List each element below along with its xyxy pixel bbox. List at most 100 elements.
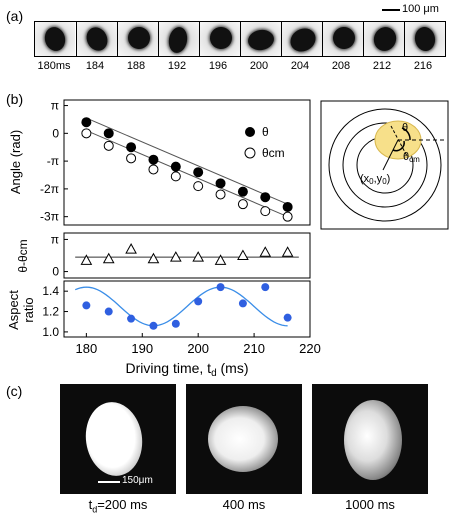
aspect-ratio-plot: 1.4 1.2 1.0 180 190 200 210 220 [42,283,321,356]
legend-marker-theta [245,127,255,137]
x-tick-label: 210 [243,341,265,356]
droplet-frame [240,22,281,56]
x-tick-label: 220 [299,341,321,356]
droplet-frame [158,22,199,56]
time-label: 196 [208,60,228,72]
diagram-theta-label: θ [402,122,408,134]
photo-1000ms [312,384,428,494]
theta-point [126,142,137,153]
caption-1000ms: 1000 ms [345,497,395,512]
fit-line [86,117,288,205]
panel-c-label: (c) [6,383,23,399]
aspect-ratio-point [104,307,113,316]
phase-diff-point [281,246,294,257]
panel-a-label: (a) [6,8,24,24]
aspect-ratio-point [127,314,136,323]
photo-200ms: 150μm [60,384,176,494]
legend-label-theta: θ [262,125,269,139]
theta-cm-point [126,153,137,164]
legend-label-theta-cm: θcm [262,146,285,160]
droplet-geometry-diagram: θ θcm (x0,y0) [320,100,449,230]
panel-b-label: (b) [6,91,24,107]
aspect-ratio-point [194,297,203,306]
theta-point [103,128,114,139]
droplet-frame [117,22,158,56]
caption-200ms: td=200 ms [88,497,148,515]
droplet-bright-spot [208,406,278,472]
phase-diff-point [169,251,182,262]
aspect-ratio-point [238,299,247,308]
aspect-ratio-point [149,321,158,330]
theta-cm-point [282,211,293,222]
phase-diff-point [214,254,227,265]
center-to-droplet-line [382,139,399,171]
phase-diff-point [80,254,93,265]
aspect-ratio-point [82,301,91,310]
droplet-axis-dashed [390,125,408,157]
aspect-axis-label-line2: ratio [21,297,36,322]
time-label: 200 [249,60,269,72]
theta-cm-point [237,199,248,210]
angle-axis-label: Angle (rad) [8,130,23,194]
x-tick-label: 190 [131,341,153,356]
theta-point [193,167,204,178]
time-label: 180ms [37,60,71,72]
phase-diff-point [102,252,115,264]
theta-cm-point [81,128,92,139]
droplet-bright-spot [81,398,147,480]
time-label: 216 [413,60,433,72]
phase-diff-axis-label: θ-θcm [16,239,30,272]
theta-cm-arc-arrow [392,140,405,152]
x-axis-label: Driving time, td (ms) [125,360,248,379]
theta-cm-point [215,189,226,200]
phase-diff-point [237,249,249,260]
phase-diff-point [259,246,272,257]
droplet-frame [363,22,404,56]
time-label-row: 180ms 184 188 192 196 200 204 208 212 21… [34,60,453,76]
aspect-plot-frame [63,280,311,338]
theta-cm-point [193,181,204,192]
y-tick-label: -3π [40,210,59,224]
time-label: 184 [85,60,105,72]
y-tick-label: 1.2 [42,305,59,319]
x-tick-label: 180 [76,341,98,356]
y-tick-label: 1.4 [42,284,59,298]
droplet-frame [322,22,363,56]
theta-point [215,178,226,189]
theta-cm-point [170,171,181,182]
aspect-ratio-point [261,283,270,292]
diagram-theta-cm-label: θcm [403,151,420,164]
aspect-ratio-point [283,313,292,322]
droplet-frame [404,22,445,56]
y-tick-label: 1.0 [42,325,59,339]
outer-ring [328,108,442,222]
cosine-fit-curve [74,286,288,327]
y-tick-label: -π [47,154,59,168]
theta-cm-point [103,140,114,151]
theta-point [81,117,92,128]
theta-arc-arrow [401,127,411,141]
droplet-frame [35,22,75,56]
theta-cm-point [260,206,271,217]
legend: θ θcm [244,125,285,160]
aspect-ratio-point [216,283,225,292]
theta-point [237,186,248,197]
phase-diff-point [125,243,137,254]
angle-plot: π 0 -π -2π -3π [40,99,293,224]
y-tick-label: π [51,232,59,246]
theta-point [282,201,293,212]
scale-bar-c [98,481,120,483]
droplet-image-strip [34,21,446,57]
fit-line [86,130,288,218]
time-label: 208 [331,60,351,72]
photo-400ms [186,384,302,494]
time-label: 192 [167,60,187,72]
legend-marker-theta-cm [244,147,256,159]
scale-bar-c-label: 150μm [122,475,153,486]
droplet-frame [281,22,322,57]
phase-diff-point [147,252,160,264]
phase-diff-plot-frame [63,232,311,279]
time-label: 188 [126,60,146,72]
theta-point [260,192,271,203]
y-tick-label: π [51,99,59,113]
